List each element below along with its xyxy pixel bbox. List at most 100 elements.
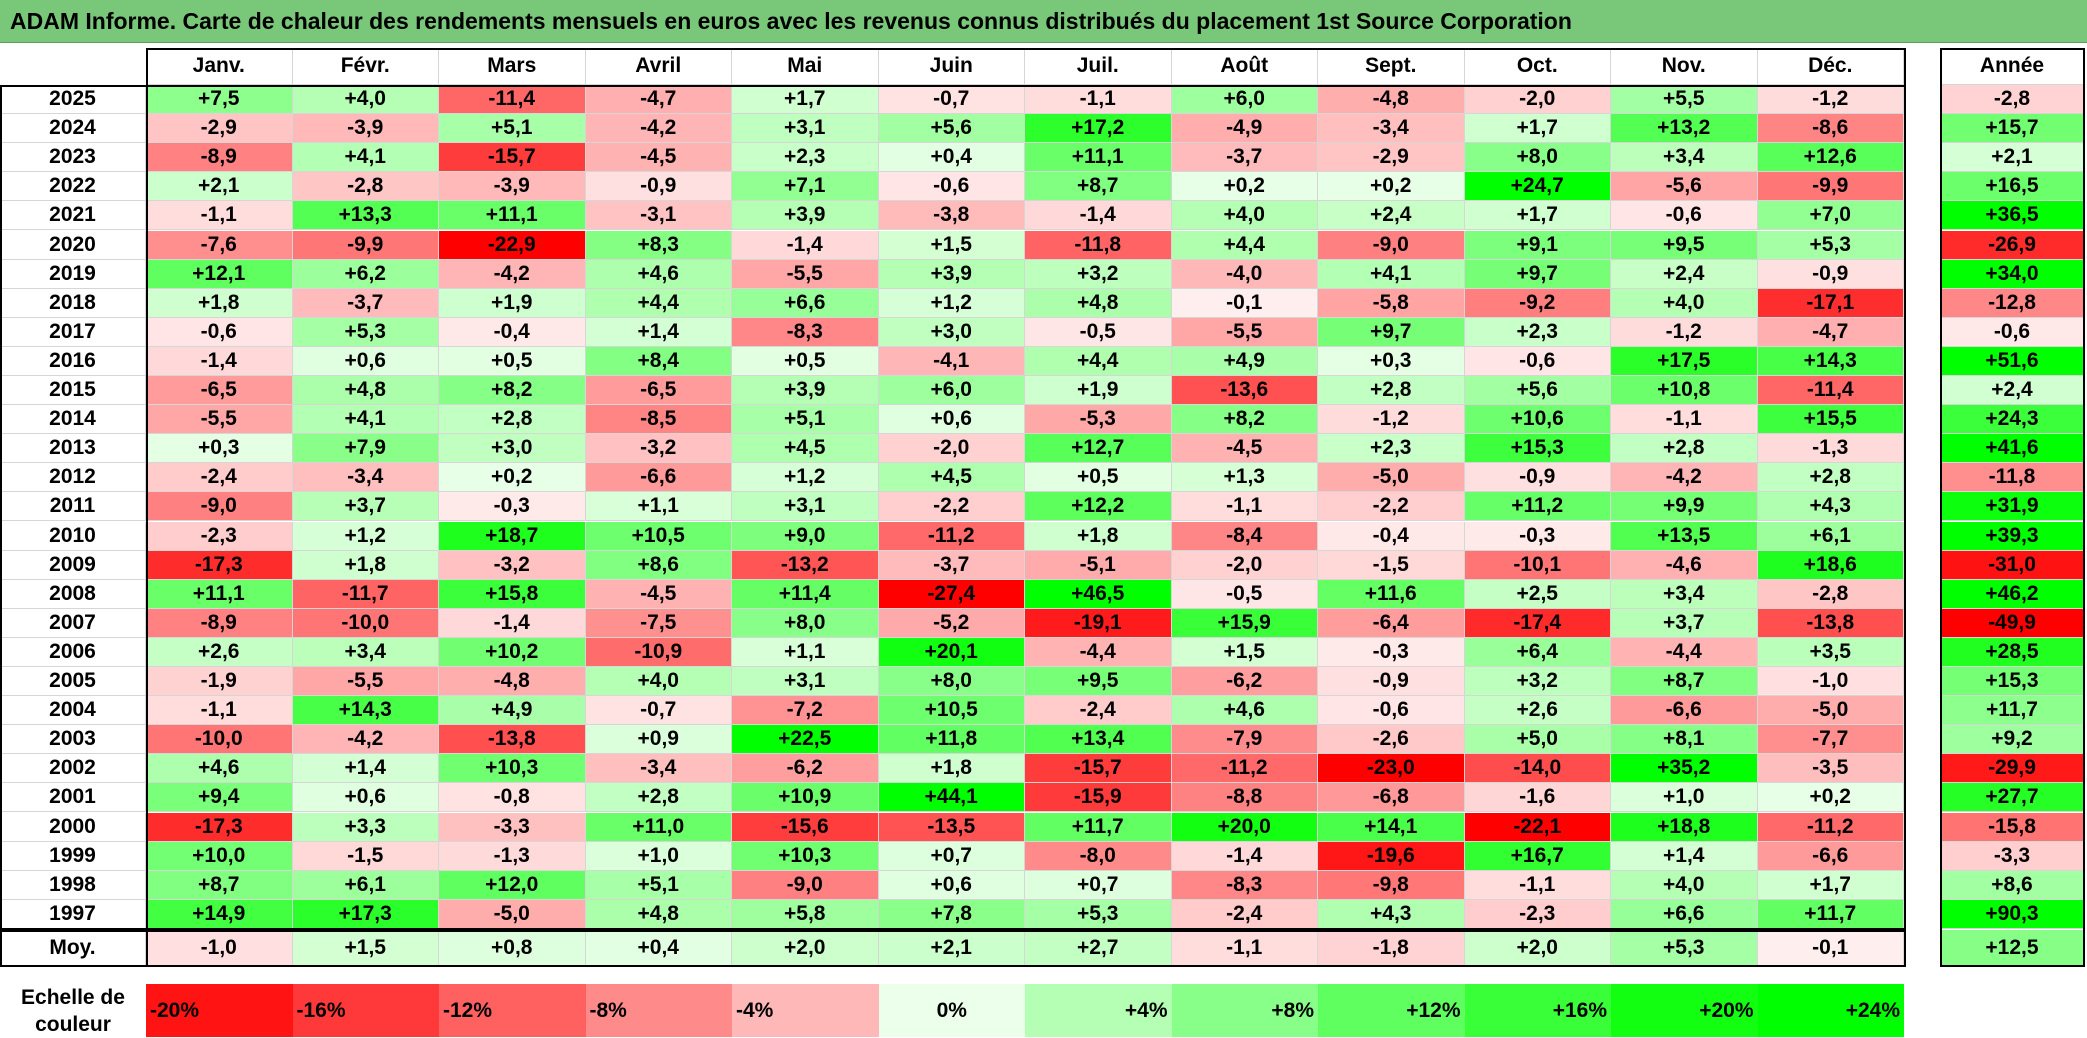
heatmap-cell: +1,9 <box>439 288 586 318</box>
heatmap-cell: -0,7 <box>585 696 732 726</box>
heatmap-cell: -5,5 <box>1171 317 1318 347</box>
year-label: 2011 <box>0 492 146 522</box>
month-header: Janv. <box>146 48 293 85</box>
heatmap-cell: +2,5 <box>1464 579 1611 609</box>
heatmap-cell: +12,2 <box>1025 492 1172 522</box>
heatmap-cell: +4,5 <box>878 463 1025 493</box>
heatmap-cell: -9,9 <box>1757 172 1904 202</box>
heatmap-cell: +1,8 <box>1025 521 1172 551</box>
year-label: 2010 <box>0 521 146 551</box>
annual-cell: +90,3 <box>1940 899 2085 929</box>
heatmap-cell: -2,3 <box>1464 899 1611 929</box>
heatmap-cell: +17,5 <box>1611 346 1758 376</box>
year-label: 2017 <box>0 317 146 347</box>
heatmap-cell: +5,1 <box>732 405 879 435</box>
heatmap-cell: +0,9 <box>585 725 732 755</box>
heatmap-cell: -3,7 <box>1171 143 1318 173</box>
year-label: 1998 <box>0 870 146 900</box>
heatmap-cell: -2,3 <box>146 521 293 551</box>
color-scale-stop: -4% <box>732 984 879 1037</box>
heatmap-cell: +22,5 <box>732 725 879 755</box>
heatmap-cell: -11,8 <box>1025 230 1172 260</box>
heatmap-cell: -8,6 <box>1757 114 1904 144</box>
year-label: 2007 <box>0 608 146 638</box>
heatmap-cell: +5,3 <box>1025 899 1172 929</box>
year-label: 2005 <box>0 667 146 697</box>
heatmap-cell: -1,2 <box>1757 85 1904 115</box>
heatmap-cell: -0,5 <box>1171 579 1318 609</box>
heatmap-cell: -6,6 <box>1757 841 1904 871</box>
heatmap-cell: -4,1 <box>878 346 1025 376</box>
heatmap-cell: +3,3 <box>292 812 439 842</box>
heatmap-cell: +7,8 <box>878 899 1025 929</box>
heatmap-cell: -5,8 <box>1318 288 1465 318</box>
heatmap-cell: +5,5 <box>1611 85 1758 115</box>
heatmap-cell: +1,7 <box>732 85 879 115</box>
heatmap-cell: -0,3 <box>439 492 586 522</box>
heatmap-cell: -7,5 <box>585 608 732 638</box>
heatmap-cell: +1,0 <box>585 841 732 871</box>
heatmap-cell: -13,5 <box>878 812 1025 842</box>
heatmap-cell: -8,3 <box>732 317 879 347</box>
heatmap-cell: -8,9 <box>146 608 293 638</box>
heatmap-cell: +1,0 <box>1611 783 1758 813</box>
month-header: Mars <box>439 48 586 85</box>
heatmap-cell: -17,3 <box>146 550 293 580</box>
heatmap-cell: -2,9 <box>1318 143 1465 173</box>
month-header: Déc. <box>1757 48 1904 85</box>
heatmap-cell: -4,2 <box>585 114 732 144</box>
heatmap-cell: +4,1 <box>292 405 439 435</box>
heatmap-cell: -1,4 <box>1025 201 1172 231</box>
heatmap-cell: -3,1 <box>585 201 732 231</box>
year-label: 2023 <box>0 143 146 173</box>
color-scale-stop: +8% <box>1171 984 1318 1037</box>
color-scale-stop: 0% <box>878 984 1025 1037</box>
annual-cell: +11,7 <box>1940 696 2085 726</box>
heatmap-cell: -8,9 <box>146 143 293 173</box>
heatmap-cell: -11,4 <box>1757 376 1904 406</box>
heatmap-cell: +1,2 <box>878 288 1025 318</box>
heatmap-cell: -3,4 <box>585 754 732 784</box>
heatmap-cell: -10,0 <box>146 725 293 755</box>
heatmap-cell: -0,3 <box>1318 637 1465 667</box>
heatmap-cell: +3,4 <box>292 637 439 667</box>
heatmap-cell: -4,5 <box>1171 434 1318 464</box>
color-scale-stop: +24% <box>1757 984 1904 1037</box>
heatmap-cell: +6,4 <box>1464 637 1611 667</box>
color-scale-stop: +16% <box>1464 984 1611 1037</box>
heatmap-cell: -2,2 <box>878 492 1025 522</box>
heatmap-cell: +8,7 <box>1025 172 1172 202</box>
average-cell: +0,8 <box>439 930 586 967</box>
heatmap-cell: +2,3 <box>732 143 879 173</box>
heatmap-cell: -4,9 <box>1171 114 1318 144</box>
heatmap-cell: -9,0 <box>1318 230 1465 260</box>
heatmap-cell: -9,8 <box>1318 870 1465 900</box>
annual-cell: +28,5 <box>1940 637 2085 667</box>
heatmap-cell: +5,6 <box>1464 376 1611 406</box>
heatmap-cell: +16,7 <box>1464 841 1611 871</box>
month-header: Juil. <box>1025 48 1172 85</box>
heatmap-cell: +9,7 <box>1464 259 1611 289</box>
heatmap-cell: +10,5 <box>878 696 1025 726</box>
average-cell: +2,0 <box>1464 930 1611 967</box>
heatmap-cell: +2,8 <box>1757 463 1904 493</box>
year-label: 2004 <box>0 696 146 726</box>
heatmap-cell: -6,4 <box>1318 608 1465 638</box>
heatmap-cell: +1,7 <box>1464 201 1611 231</box>
heatmap-cell: +13,4 <box>1025 725 1172 755</box>
heatmap-cell: -4,5 <box>585 143 732 173</box>
heatmap-cell: +13,5 <box>1611 521 1758 551</box>
heatmap-cell: -5,5 <box>292 667 439 697</box>
heatmap-cell: -17,1 <box>1757 288 1904 318</box>
heatmap-cell: -3,7 <box>292 288 439 318</box>
annual-cell: -49,9 <box>1940 608 2085 638</box>
heatmap-cell: +9,9 <box>1611 492 1758 522</box>
color-scale-stop: +12% <box>1318 984 1465 1037</box>
heatmap-cell: +1,1 <box>585 492 732 522</box>
heatmap-cell: +3,5 <box>1757 637 1904 667</box>
heatmap-cell: -2,0 <box>878 434 1025 464</box>
heatmap-cell: +5,3 <box>292 317 439 347</box>
heatmap-cell: -1,2 <box>1318 405 1465 435</box>
heatmap-cell: +2,4 <box>1318 201 1465 231</box>
